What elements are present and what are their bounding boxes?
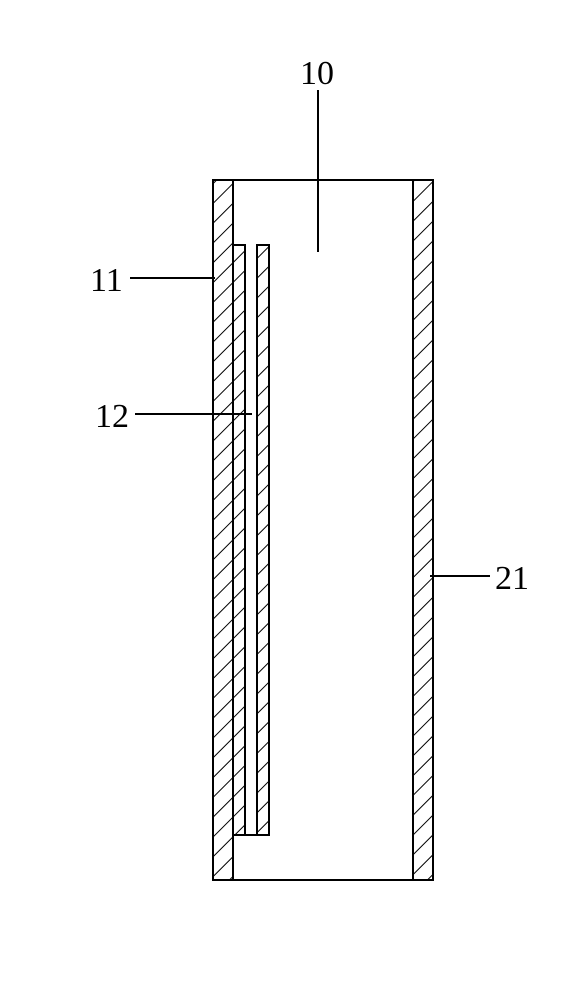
label-10: 10	[300, 55, 334, 93]
label-12: 12	[95, 398, 129, 436]
label-10-text: 10	[300, 55, 334, 92]
label-11: 11	[90, 262, 123, 300]
diagram-root: 10 11 12 21	[0, 0, 588, 1000]
label-21-text: 21	[495, 560, 529, 597]
outer-left-wall	[213, 180, 233, 880]
inner-bar-left	[233, 245, 245, 835]
diagram-svg	[0, 0, 588, 1000]
label-12-text: 12	[95, 398, 129, 435]
inner-bar-right	[257, 245, 269, 835]
label-21: 21	[495, 560, 529, 598]
label-11-text: 11	[90, 262, 123, 299]
outer-right-wall	[413, 180, 433, 880]
